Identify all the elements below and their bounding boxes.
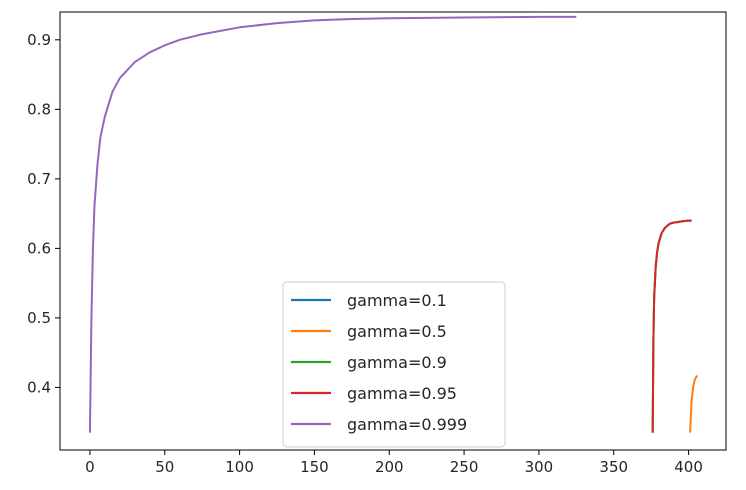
x-tick-label: 0: [85, 458, 95, 476]
legend: gamma=0.1 gamma=0.5 gamma=0.9 gamma=0.95 gam…: [282, 281, 506, 448]
x-tick-label: 350: [599, 458, 628, 476]
x-tick-label: 400: [674, 458, 703, 476]
legend-label: gamma=0.999: [347, 415, 467, 434]
plot-frame: [59, 11, 727, 451]
legend-label: gamma=0.9: [347, 353, 447, 372]
y-tick-label: 0.7: [27, 170, 51, 188]
x-tick-label: 300: [525, 458, 554, 476]
legend-box: [282, 281, 506, 448]
y-tick-label: 0.4: [27, 378, 51, 396]
series-lines: [88, 15, 699, 433]
x-tick-label: 200: [375, 458, 404, 476]
x-tick-label: 100: [225, 458, 254, 476]
y-tick-label: 0.5: [27, 309, 51, 327]
series-line-gamma-0-5: [689, 374, 699, 433]
y-tick-label: 0.6: [27, 239, 51, 257]
x-tick-label: 150: [300, 458, 329, 476]
x-tick-label: 50: [155, 458, 174, 476]
x-axis-ticks: 0 50 100 150 200 250 300 350 400: [85, 450, 703, 476]
series-line-gamma-0-999: [88, 15, 577, 433]
series-line-gamma-0-95: [651, 219, 692, 433]
y-tick-label: 0.8: [27, 100, 51, 118]
x-tick-label: 250: [450, 458, 479, 476]
legend-label: gamma=0.95: [347, 384, 457, 403]
y-axis-ticks: 0.4 0.5 0.6 0.7 0.8 0.9: [27, 31, 60, 396]
y-tick-label: 0.9: [27, 31, 51, 49]
legend-label: gamma=0.1: [347, 291, 447, 310]
legend-label: gamma=0.5: [347, 322, 447, 341]
